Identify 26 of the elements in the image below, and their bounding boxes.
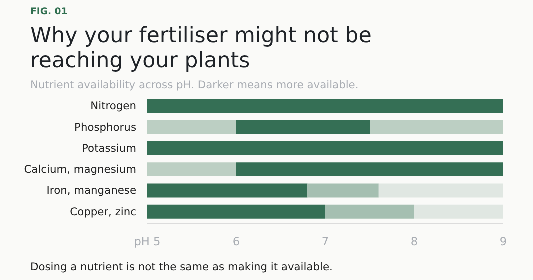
x-tick-label: 9 (500, 234, 508, 248)
bar (148, 204, 326, 219)
y-tick-label: Copper, zinc (70, 205, 137, 218)
bar (378, 184, 504, 198)
y-tick-label: Phosphorus (74, 120, 137, 134)
x-tick-label: 8 (410, 234, 418, 248)
y-tick-label: Nitrogen (90, 100, 137, 113)
bar (370, 120, 504, 134)
bar (148, 162, 236, 177)
bar (148, 184, 308, 198)
text: Dosing a nutrient is not the same as making it available. (30, 260, 333, 274)
x-tick-label: 7 (322, 234, 330, 248)
y-tick-label: Calcium, magnesium (24, 163, 137, 176)
bar (148, 99, 504, 114)
chart-title: Why your fertiliser might not be reaching your plants (30, 24, 372, 74)
x-tick-label: 6 (232, 234, 240, 248)
y-tick-label: Potassium (82, 142, 137, 155)
bar (414, 204, 504, 219)
y-tick-label: Iron, manganese (46, 184, 137, 198)
x-tick-label: pH 5 (134, 234, 161, 248)
bar (308, 184, 379, 198)
bar (326, 204, 414, 219)
chart-subtitle: Nutrient availability across pH. Darker means more available. (30, 78, 359, 92)
bar (148, 141, 504, 156)
bar (148, 120, 236, 134)
caption: FIG. 01 (30, 6, 68, 18)
